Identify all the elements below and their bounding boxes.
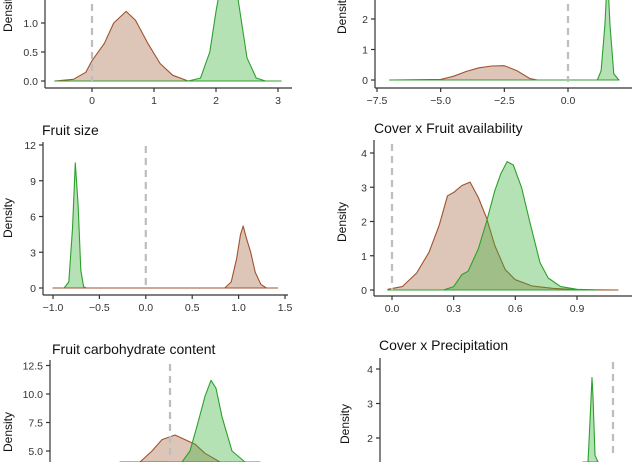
y-tick-label: 2 [367, 433, 373, 445]
x-tick-label: 3 [275, 95, 281, 107]
plot-area [52, 162, 279, 289]
x-tick-label: −1.0 [43, 302, 64, 314]
x-tick-label: 0.0 [385, 303, 400, 315]
y-tick-label: 4 [367, 364, 373, 376]
y-tick-label: 4 [361, 148, 367, 160]
density-curve-brown [54, 10, 282, 82]
y-tick-label: 9 [30, 176, 36, 188]
panel-fruit-carbohydrate-content: Fruit carbohydrate content 5.0 7.5 10.0 12.… [1, 341, 261, 462]
panel-title: Fruit carbohydrate content [52, 341, 216, 357]
y-axis-label: Density [335, 202, 349, 242]
x-tick-label: 0.9 [570, 303, 585, 315]
density-curve-green [582, 377, 599, 462]
x-tick-label: 0 [89, 95, 95, 107]
y-tick-label: 1 [362, 45, 368, 57]
y-tick-label: 0.5 [23, 47, 38, 59]
y-axis-label: Density [335, 0, 349, 34]
y-tick-label: 3 [367, 399, 373, 411]
plot-area [389, 0, 620, 81]
x-tick-label: 2 [213, 95, 219, 107]
y-tick-label: 2 [362, 14, 368, 26]
y-tick-label: 3 [361, 182, 367, 194]
y-tick-label: 12 [24, 140, 36, 152]
density-curve-brown [52, 225, 279, 289]
x-tick-label: −2.5 [494, 95, 515, 107]
y-tick-label: 3 [30, 247, 36, 259]
y-tick-label: 12.5 [23, 361, 44, 373]
y-tick-label: 1.0 [23, 18, 38, 30]
density-curve-green [54, 0, 282, 82]
y-tick-label: 0 [362, 75, 368, 87]
plot-area [54, 0, 282, 82]
y-axis-label: Density [1, 412, 15, 452]
x-tick-label: 0.0 [138, 302, 153, 314]
x-tick-label: 0.0 [561, 95, 576, 107]
y-tick-label: 7.5 [28, 418, 43, 430]
plot-area [387, 161, 619, 291]
panel-fruit-size: Fruit size 0 3 6 9 12 −1.0 −0.5 0.0 0.5 1.0 1.5 Den… [1, 122, 292, 314]
density-curve-brown [389, 65, 620, 81]
plot-area [582, 377, 599, 462]
y-axis-label: Density [1, 198, 15, 238]
x-tick-label: −5.0 [430, 95, 451, 107]
panel-title: Cover x Precipitation [379, 337, 508, 353]
x-tick-label: 0.5 [185, 302, 200, 314]
panel-top-left: 0.0 0.5 1.0 0 1 2 3 Density [1, 0, 292, 107]
panel-title: Fruit size [42, 122, 99, 138]
y-tick-label: 0 [30, 283, 36, 295]
x-tick-label: 0.6 [508, 303, 523, 315]
x-tick-label: −7.5 [367, 95, 388, 107]
x-tick-label: 0.3 [446, 303, 461, 315]
panel-cover-x-precipitation: Cover x Precipitation 2 3 4 Density [338, 337, 615, 462]
y-tick-label: 2 [361, 217, 367, 229]
plot-area [119, 379, 261, 462]
density-curve-green [387, 161, 599, 291]
density-curve-green [389, 0, 620, 81]
panel-title: Cover x Fruit availability [374, 120, 523, 136]
y-axis-label: Density [338, 404, 352, 444]
density-curve-brown [387, 181, 619, 291]
y-tick-label: 10.0 [23, 389, 44, 401]
x-tick-label: 1.0 [231, 302, 246, 314]
y-tick-label: 6 [30, 212, 36, 224]
density-curve-brown [119, 434, 241, 462]
y-tick-label: 0.0 [23, 76, 38, 88]
y-tick-label: 0 [361, 285, 367, 297]
x-tick-label: −0.5 [89, 302, 110, 314]
x-tick-label: 1 [151, 95, 157, 107]
y-tick-label: 1 [361, 251, 367, 263]
x-tick-label: 1.5 [278, 302, 293, 314]
y-tick-label: 5.0 [28, 446, 43, 458]
panel-cover-x-fruit-availability: Cover x Fruit availability 0 1 2 3 4 0.0 0.3 0.… [335, 120, 632, 315]
panel-top-right: 0 1 2 −7.5 −5.0 −2.5 0.0 Density [335, 0, 632, 107]
y-axis-label: Density [1, 0, 15, 32]
density-curve-green [169, 379, 261, 462]
